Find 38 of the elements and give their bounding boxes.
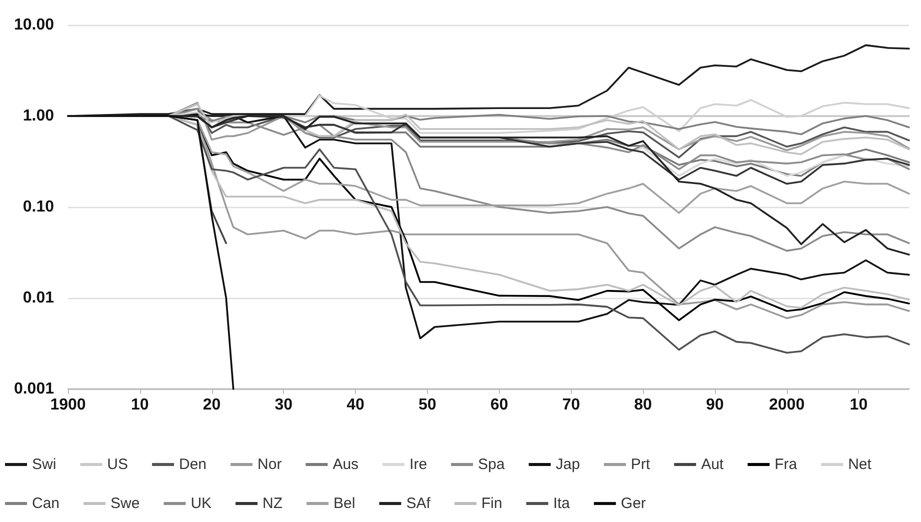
- x-tick-label: 2000: [769, 396, 805, 414]
- legend-label: Bel: [334, 495, 356, 512]
- x-tick-label: 40: [346, 396, 365, 414]
- legend-label: Spa: [478, 456, 506, 473]
- legend-label: Jap: [556, 456, 580, 473]
- legend-label: Fin: [481, 495, 502, 512]
- legend-label: Nor: [258, 456, 282, 473]
- legend-label: Swi: [32, 456, 56, 473]
- legend-label: Ger: [620, 495, 646, 512]
- legend-label: Aut: [701, 456, 724, 473]
- legend-label: UK: [190, 495, 212, 512]
- legend-label: Swe: [110, 495, 140, 512]
- legend-label: Den: [179, 456, 207, 473]
- x-tick-label: 1900: [50, 396, 86, 414]
- y-tick-label: 0.01: [22, 290, 54, 306]
- legend-label: Can: [32, 495, 60, 512]
- y-tick-label: 10.00: [14, 16, 54, 34]
- x-tick-label: 10: [130, 396, 149, 414]
- y-tick-label: 0.10: [22, 198, 54, 216]
- legend-label: Prt: [630, 456, 651, 473]
- legend-label: NZ: [262, 495, 283, 512]
- x-tick-label: 70: [562, 396, 580, 414]
- legend-label: Fra: [774, 456, 798, 473]
- x-tick-label: 20: [202, 396, 221, 414]
- legend-label: Ita: [553, 495, 571, 512]
- x-tick-label: 80: [634, 396, 652, 414]
- x-tick-label: 50: [418, 396, 436, 414]
- legend-label: Net: [848, 456, 872, 473]
- legend-label: Ire: [410, 456, 428, 473]
- y-tick-label: 0.001: [14, 380, 54, 398]
- legend-label: SAf: [406, 495, 432, 512]
- x-tick-label: 30: [274, 396, 293, 414]
- x-tick-label: 10: [850, 396, 868, 414]
- x-tick-label: 60: [490, 396, 508, 414]
- y-tick-label: 1.00: [22, 108, 54, 124]
- x-tick-label: 90: [706, 396, 724, 414]
- legend-label: US: [107, 456, 128, 473]
- legend-label: Aus: [332, 456, 359, 473]
